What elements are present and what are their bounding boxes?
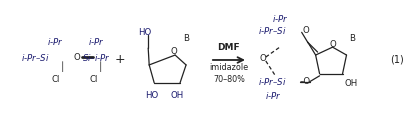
Text: │: │ bbox=[98, 62, 103, 72]
Text: O: O bbox=[260, 53, 267, 63]
Text: $i$-Pr–Si: $i$-Pr–Si bbox=[258, 25, 286, 36]
Text: DMF: DMF bbox=[217, 43, 240, 52]
Text: O: O bbox=[302, 26, 309, 35]
Text: HO: HO bbox=[145, 91, 159, 100]
Text: $i$-Pr: $i$-Pr bbox=[46, 36, 63, 47]
Text: imidazole: imidazole bbox=[209, 63, 249, 72]
Text: O: O bbox=[171, 47, 178, 56]
Text: 70–80%: 70–80% bbox=[213, 75, 245, 84]
Text: OH: OH bbox=[170, 91, 183, 100]
Text: Cl: Cl bbox=[89, 75, 97, 84]
Text: +: + bbox=[115, 53, 126, 66]
Text: O: O bbox=[74, 53, 80, 61]
Text: O: O bbox=[329, 40, 336, 49]
Text: $i$-Pr: $i$-Pr bbox=[88, 36, 105, 47]
Text: Si–$i$-Pr: Si–$i$-Pr bbox=[83, 52, 111, 63]
Text: │: │ bbox=[60, 62, 65, 72]
Text: HO: HO bbox=[138, 28, 152, 37]
Text: –O: –O bbox=[300, 77, 311, 86]
Text: OH: OH bbox=[344, 79, 358, 88]
Text: Cl: Cl bbox=[51, 75, 60, 84]
Text: $i$-Pr: $i$-Pr bbox=[265, 90, 282, 101]
Text: (1): (1) bbox=[390, 55, 404, 65]
Text: B: B bbox=[349, 34, 356, 43]
Text: $i$-Pr–Si: $i$-Pr–Si bbox=[21, 52, 49, 63]
Text: $i$-Pr–Si: $i$-Pr–Si bbox=[258, 76, 286, 87]
Text: $i$-Pr: $i$-Pr bbox=[272, 13, 289, 24]
Text: B: B bbox=[183, 34, 189, 43]
